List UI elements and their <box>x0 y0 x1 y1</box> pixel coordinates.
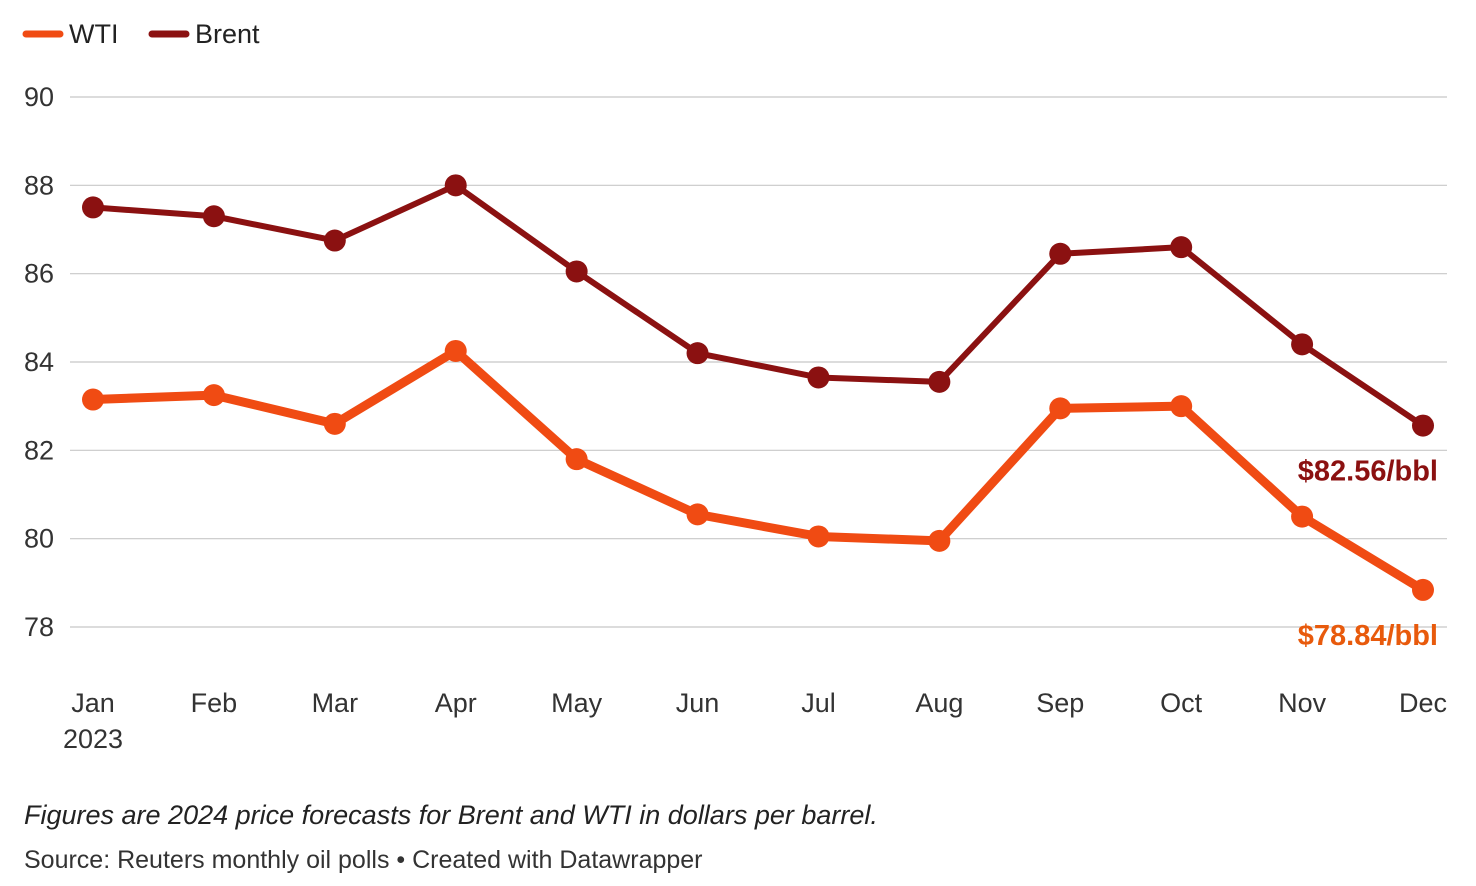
data-point-0-3 <box>444 339 467 362</box>
series-line-0 <box>88 346 1428 595</box>
x-tick-label-3: Apr <box>435 688 477 718</box>
x-tick-label-2: Mar <box>312 688 359 718</box>
y-tick-label-3: 84 <box>24 347 54 377</box>
series-0 <box>82 339 1434 601</box>
x-tick-label-7: Aug <box>915 688 963 718</box>
data-point-0-6 <box>807 525 830 548</box>
y-tick-label-2: 82 <box>24 435 54 465</box>
data-point-0-5 <box>686 503 709 526</box>
data-point-1-0 <box>82 196 104 219</box>
end-label-0: $78.84/bbl <box>1298 620 1438 652</box>
data-point-1-8 <box>1049 242 1072 265</box>
data-point-0-1 <box>202 384 225 407</box>
x-tick-label-5: Jun <box>676 688 720 718</box>
series-lines <box>82 174 1434 601</box>
legend-label-0: WTI <box>69 19 118 49</box>
data-point-1-3 <box>444 174 467 197</box>
x-tick-label-11: Dec <box>1399 688 1447 718</box>
data-point-0-4 <box>565 448 588 471</box>
data-point-1-7 <box>928 370 951 393</box>
x-tick-label-0: Jan <box>71 688 115 718</box>
series-1 <box>82 174 1434 437</box>
y-tick-label-6: 90 <box>24 82 54 112</box>
x-tick-label-4: May <box>551 688 603 718</box>
legend-label-1: Brent <box>195 19 260 49</box>
data-point-1-6 <box>807 366 830 389</box>
data-point-1-2 <box>323 229 346 252</box>
x-tick-label-9: Oct <box>1160 688 1203 718</box>
data-point-0-11 <box>1412 578 1434 601</box>
data-point-0-2 <box>323 412 346 435</box>
data-point-1-5 <box>686 342 709 365</box>
gridlines <box>70 96 1447 628</box>
chart-source: Source: Reuters monthly oil polls • Crea… <box>24 846 703 874</box>
x-axis: Jan Feb Mar Apr May Jun Jul Aug Sep Oct Nov Dec 2023 <box>63 688 1447 754</box>
y-tick-label-1: 80 <box>24 524 54 554</box>
end-label-1: $82.56/bbl <box>1298 456 1438 488</box>
x-tick-label-6: Jul <box>801 688 836 718</box>
data-point-1-1 <box>202 205 225 228</box>
chart-note: Figures are 2024 price forecasts for Bre… <box>24 800 878 830</box>
y-axis: 78 80 82 84 86 88 90 <box>24 82 54 642</box>
data-point-0-0 <box>82 388 104 411</box>
data-point-1-4 <box>565 260 588 283</box>
legend: WTI Brent <box>22 19 260 49</box>
data-point-0-9 <box>1170 395 1193 418</box>
x-year-label: 2023 <box>63 724 123 754</box>
end-labels: $78.84/bbl $82.56/bbl <box>1298 456 1438 652</box>
x-tick-label-10: Nov <box>1278 688 1327 718</box>
data-point-0-8 <box>1049 397 1072 420</box>
data-point-1-9 <box>1170 236 1193 259</box>
series-line-1 <box>90 182 1426 429</box>
data-point-0-7 <box>928 529 951 552</box>
data-point-1-11 <box>1412 414 1434 437</box>
data-point-0-10 <box>1291 505 1314 528</box>
y-tick-label-4: 86 <box>24 259 54 289</box>
x-tick-label-8: Sep <box>1036 688 1084 718</box>
y-tick-label-0: 78 <box>24 612 54 642</box>
data-point-1-10 <box>1291 333 1314 356</box>
x-tick-label-1: Feb <box>191 688 238 718</box>
y-tick-label-5: 88 <box>24 170 54 200</box>
